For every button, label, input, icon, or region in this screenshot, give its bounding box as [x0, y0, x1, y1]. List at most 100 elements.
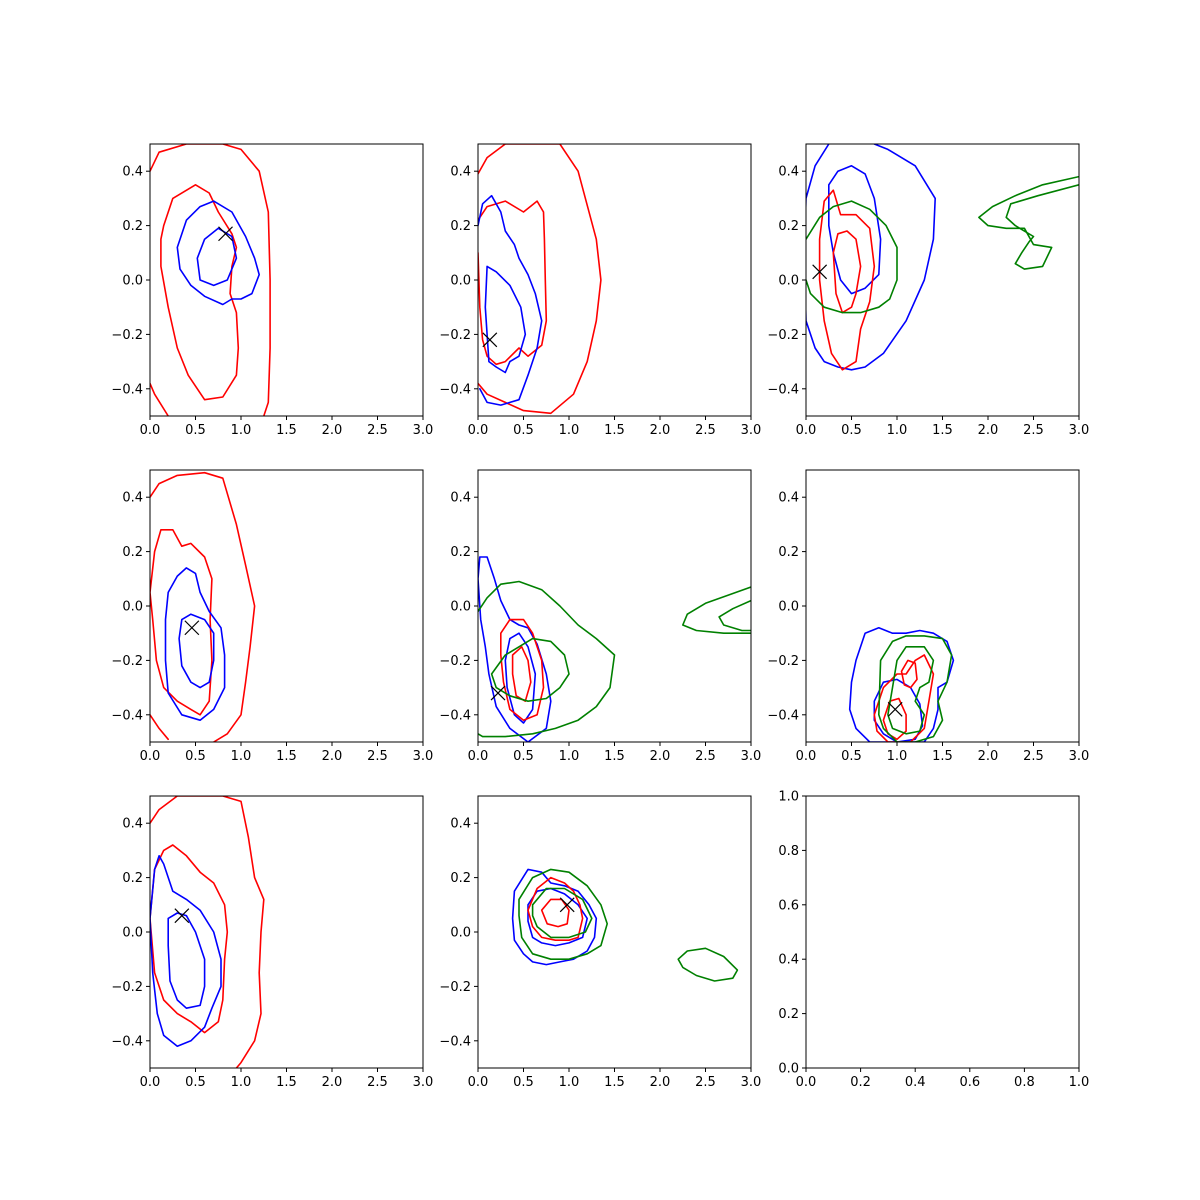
subplot-4: 0.0 0.5 1.0 1.5 2.0 2.5 3.0 −0.4 −0.2 0.0 0.2 0.4: [111, 469, 433, 764]
plot-area: [511, 868, 739, 982]
x-tick-label: 3.0: [741, 1075, 762, 1090]
y-tick-label: 0.2: [122, 219, 143, 234]
x-tick-label: 2.0: [650, 749, 671, 764]
x-marker: [218, 226, 233, 242]
contour-line: [531, 887, 593, 939]
contour-line: [873, 654, 935, 742]
x-marker: [812, 264, 828, 280]
subplot-1: 0.0 0.5 1.0 1.5 2.0 2.5 3.0 −0.4 −0.2 0.0 0.2 0.4: [111, 143, 433, 438]
x-tick-label: 3.0: [741, 423, 762, 438]
x-tick-label: 1.0: [231, 423, 252, 438]
y-tick-label: −0.4: [111, 1034, 143, 1049]
x-tick-label: 1.0: [1069, 1075, 1090, 1090]
axes-frame: [805, 795, 1080, 1069]
contour-line: [150, 844, 229, 1034]
x-tick-label: 0.5: [841, 749, 862, 764]
x-tick-label: 0.5: [513, 423, 534, 438]
x-tick-label: 3.0: [1069, 749, 1090, 764]
x-marker: [482, 332, 498, 348]
x-tick-label: 2.5: [367, 1075, 388, 1090]
x-tick-label: 2.0: [978, 423, 999, 438]
x-tick-label: 0.4: [905, 1075, 926, 1090]
x-tick-label: 1.5: [276, 423, 297, 438]
contour-line: [681, 586, 751, 635]
y-tick-label: 0.8: [778, 844, 799, 859]
y-tick-label: −0.4: [767, 382, 799, 397]
subplot-9: 0.0 0.2 0.4 0.6 0.8 1.0 0.0 0.2 0.4 0.6 0.8 1.0: [778, 790, 1089, 1091]
x-tick-label: 2.5: [695, 749, 716, 764]
axes-frame: [149, 143, 424, 417]
x-tick-label: 0.0: [468, 749, 489, 764]
x-tick-label: 1.5: [604, 423, 625, 438]
x-tick-label: 0.0: [140, 423, 161, 438]
x-tick-label: 0.0: [796, 423, 817, 438]
x-tick-label: 1.0: [887, 749, 908, 764]
contour-line: [900, 659, 918, 689]
contour-line: [478, 194, 543, 406]
plot-area: [150, 471, 256, 742]
x-tick-label: 0.5: [185, 423, 206, 438]
x-tick-label: 3.0: [413, 1075, 434, 1090]
contour-line: [718, 599, 751, 632]
contour-line: [511, 645, 532, 703]
y-tick-label: 0.4: [122, 491, 143, 506]
contour-line: [150, 528, 213, 716]
x-tick-label: 1.5: [932, 423, 953, 438]
plot-area: [150, 796, 265, 1068]
y-tick-label: 0.4: [450, 491, 471, 506]
x-tick-label: 1.0: [231, 1075, 252, 1090]
contour-line: [978, 175, 1079, 270]
x-tick-label: 0.8: [1014, 1075, 1035, 1090]
x-tick-label: 1.5: [276, 1075, 297, 1090]
axes-frame: [477, 143, 752, 417]
subplot-8: 0.0 0.5 1.0 1.5 2.0 2.5 3.0 −0.4 −0.2 0.0 0.2 0.4: [439, 795, 762, 1090]
contour-line: [150, 471, 256, 742]
contour-line: [478, 556, 552, 742]
plot-area: [848, 626, 955, 742]
x-tick-label: 2.5: [1023, 749, 1044, 764]
y-tick-label: 0.4: [778, 953, 799, 968]
x-tick-label: 1.5: [604, 749, 625, 764]
x-tick-label: 1.5: [604, 1075, 625, 1090]
contour-line: [677, 947, 739, 982]
y-tick-label: 0.0: [450, 274, 471, 289]
y-tick-label: 0.4: [778, 491, 799, 506]
x-tick-label: 1.0: [559, 423, 580, 438]
x-tick-label: 2.5: [367, 423, 388, 438]
contour-line: [877, 635, 953, 742]
y-tick-label: 0.0: [122, 600, 143, 615]
y-tick-label: 0.4: [122, 165, 143, 180]
axes-frame: [149, 469, 424, 743]
contour-line: [176, 200, 261, 306]
x-tick-label: 0.6: [959, 1075, 980, 1090]
contour-line: [150, 796, 265, 1068]
x-tick-label: 2.0: [650, 1075, 671, 1090]
contour-line: [504, 632, 537, 724]
y-tick-label: 0.4: [778, 165, 799, 180]
contour-line: [490, 637, 570, 703]
y-tick-label: −0.2: [439, 328, 471, 343]
y-tick-label: −0.2: [439, 980, 471, 995]
x-tick-label: 1.0: [231, 749, 252, 764]
y-tick-label: −0.2: [111, 654, 143, 669]
x-tick-label: 0.0: [140, 1075, 161, 1090]
y-tick-label: 0.4: [450, 165, 471, 180]
contour-line: [196, 227, 238, 287]
x-tick-label: 0.5: [841, 423, 862, 438]
y-tick-label: 0.2: [450, 219, 471, 234]
subplot-5: 0.0 0.5 1.0 1.5 2.0 2.5 3.0 −0.4 −0.2 0.0 0.2 0.4: [439, 469, 761, 764]
x-marker: [174, 908, 190, 924]
subplot-6: 0.0 0.5 1.0 1.5 2.0 2.5 3.0 −0.4 −0.2 0.0 0.2 0.4: [767, 469, 1090, 764]
contour-line: [527, 876, 584, 942]
y-tick-label: −0.4: [767, 708, 799, 723]
x-tick-label: 0.0: [468, 423, 489, 438]
x-tick-label: 0.0: [468, 1075, 489, 1090]
subplot-7: 0.0 0.5 1.0 1.5 2.0 2.5 3.0 −0.4 −0.2 0.0 0.2 0.4: [111, 795, 434, 1090]
contour-line: [167, 912, 206, 1010]
x-tick-label: 2.5: [695, 423, 716, 438]
y-tick-label: 0.2: [778, 545, 799, 560]
contour-line: [848, 626, 955, 742]
y-tick-label: 0.2: [778, 1007, 799, 1022]
y-tick-label: −0.4: [111, 382, 143, 397]
